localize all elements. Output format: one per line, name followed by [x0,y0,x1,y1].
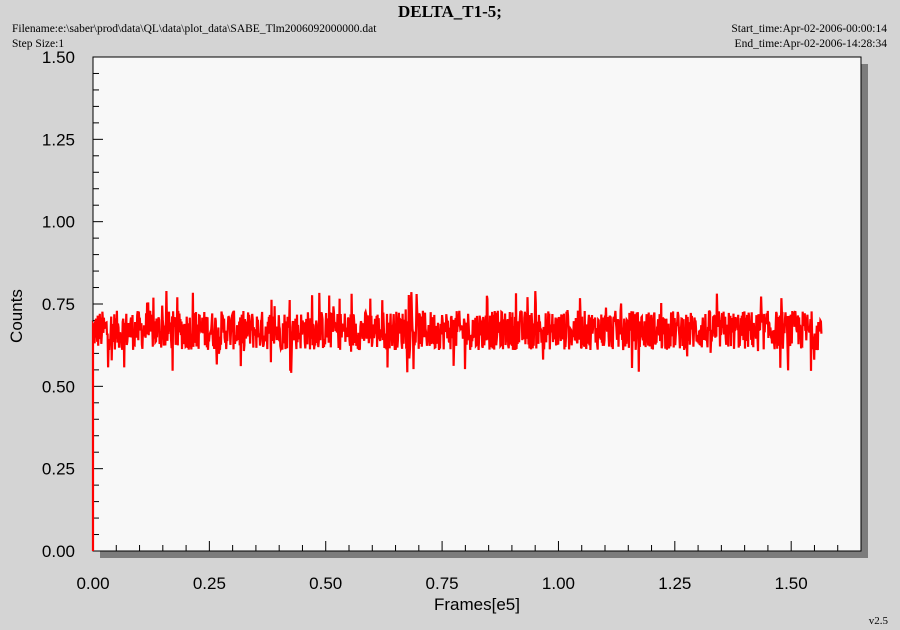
x-tick-label: 1.50 [775,574,808,593]
x-tick-label: 1.25 [658,574,691,593]
y-tick-label: 0.50 [42,377,75,396]
x-axis: 0.00 0.25 0.50 0.75 1.00 1.25 1.50 [76,541,862,593]
start-time-label: Start_time:Apr-02-2006-00:00:14 [731,23,887,35]
y-axis-title: Counts [7,289,26,343]
series-line [91,290,823,551]
y-tick-label: 0.00 [42,542,75,561]
x-axis-title: Frames[e5] [434,595,520,614]
x-tick-label: 0.50 [309,574,342,593]
y-tick-label: 1.25 [42,130,75,149]
x-tick-label: 1.00 [542,574,575,593]
step-size-label: Step Size:1 [12,38,65,50]
y-axis: 0.00 0.25 0.50 0.75 1.00 1.25 1.50 [42,48,103,561]
y-tick-label: 0.75 [42,295,75,314]
plot-area [92,56,862,552]
y-tick-label: 1.50 [42,48,75,67]
version-label: v2.5 [868,615,888,627]
y-tick-label: 0.25 [42,460,75,479]
filename-label: Filename:e:\saber\prod\data\QL\data\plot… [12,23,377,35]
chart-title: DELTA_T1-5; [398,2,502,21]
x-tick-label: 0.00 [76,574,109,593]
end-time-label: End_time:Apr-02-2006-14:28:34 [734,38,887,50]
x-tick-label: 0.75 [426,574,459,593]
x-tick-label: 0.25 [193,574,226,593]
y-tick-label: 1.00 [42,213,75,232]
